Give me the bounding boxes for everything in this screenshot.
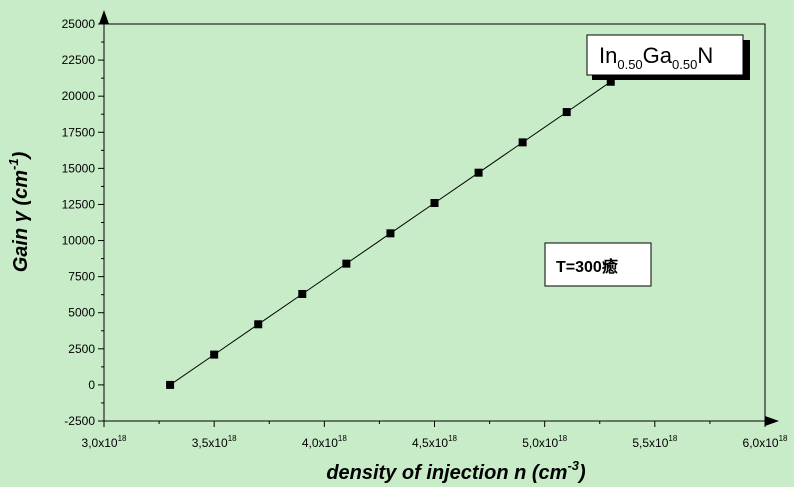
x-axis-title-sup: -3 <box>567 458 579 473</box>
y-tick-label: 5000 <box>68 306 95 320</box>
material-box <box>586 34 744 76</box>
x-tick-label: 4,5x1018 <box>412 434 457 450</box>
material-part-sub2: 0.50 <box>672 57 697 72</box>
data-point <box>342 259 351 268</box>
x-axis-title: density of injection n (cm-3) <box>326 458 586 484</box>
x-tick-label: 6,0x1018 <box>743 434 788 450</box>
y-axis-title: Gain γ (cm-1) <box>6 151 32 272</box>
x-tick-label: 3,5x1018 <box>192 434 237 450</box>
plot-area <box>103 23 766 422</box>
data-point <box>386 229 395 238</box>
data-point <box>474 168 483 177</box>
y-axis-title-close: ) <box>10 151 32 160</box>
y-tick-label: 12500 <box>62 197 96 211</box>
data-point <box>430 199 439 208</box>
y-tick-label: 7500 <box>68 270 95 284</box>
material-part-n: N <box>697 43 713 68</box>
y-axis-arrow <box>99 10 109 24</box>
x-tick-label: 3,0x1018 <box>82 434 127 450</box>
material-label: In0.50Ga0.50N <box>599 43 713 72</box>
y-tick-label: 0 <box>88 378 95 392</box>
data-point <box>518 138 527 147</box>
y-axis-title-sup: -1 <box>6 158 21 170</box>
data-point <box>166 380 175 389</box>
data-point <box>562 108 571 117</box>
y-tick-label: 15000 <box>62 161 96 175</box>
x-tick-label: 4,0x1018 <box>302 434 347 450</box>
x-axis-title-close: ) <box>577 462 586 484</box>
temperature-annotation: T=300癒 <box>544 242 652 287</box>
y-tick-label: -2500 <box>64 414 95 428</box>
y-tick-label: 2500 <box>68 342 95 356</box>
x-tick-label: 5,5x1018 <box>632 434 677 450</box>
data-point <box>606 77 615 86</box>
y-axis-title-text: Gain γ (cm <box>10 170 32 272</box>
data-point <box>298 289 307 298</box>
y-tick-label: 17500 <box>62 125 96 139</box>
x-tick-label: 5,0x1018 <box>522 434 567 450</box>
temperature-box <box>544 242 652 287</box>
x-axis-arrow <box>765 416 779 426</box>
material-part-ga: Ga <box>643 43 673 68</box>
material-part-in: In <box>599 43 617 68</box>
x-axis-title-text: density of injection n (cm <box>326 462 567 484</box>
y-tick-label: 10000 <box>62 234 96 248</box>
y-tick-label: 22500 <box>62 53 96 67</box>
temperature-label: T=300癒 <box>556 257 618 276</box>
material-part-sub1: 0.50 <box>617 57 642 72</box>
data-point <box>254 320 263 329</box>
data-point <box>210 350 219 359</box>
y-tick-label: 20000 <box>62 89 96 103</box>
y-tick-label: 25000 <box>62 17 96 31</box>
material-annotation: In0.50Ga0.50N <box>586 34 750 80</box>
